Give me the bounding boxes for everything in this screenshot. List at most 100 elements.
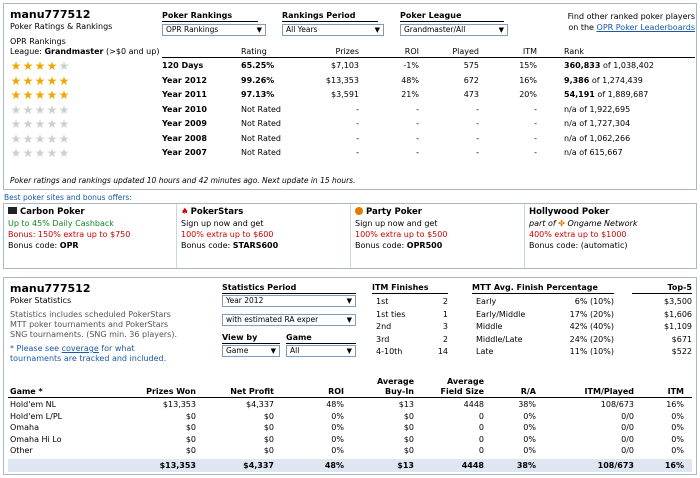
note-suffix: for what [98,344,135,353]
bonus-code-label: Bonus code: [529,241,581,250]
rank-roi: - [416,104,419,114]
section-title: OPR Rankings [10,37,66,46]
th-game[interactable]: Game * [10,387,43,396]
stat-roi: 0% [331,434,344,444]
rank-itm: - [534,133,537,143]
bonus-line1: Sign up now and get [355,219,438,228]
stat-field: 0 [478,423,484,432]
star-icon: ★ [46,59,58,73]
bonus-site-name: PokerStars [190,207,244,217]
star-icon: ★ [34,146,46,160]
star-icon: ★ [46,88,58,102]
itm-count: 1 [442,309,448,319]
stat-itm: 0% [671,446,684,455]
bonus-hollywood[interactable]: Hollywood Poker part of ✤ Ongame Network… [525,204,696,268]
star-rating: ★ ★ ★ ★ ★ [10,133,70,145]
chevron-down-icon: ▼ [346,347,352,355]
rank-rating: 65.25% [241,61,275,70]
rank-itm: - [534,104,537,114]
bonus-pokerstars[interactable]: ♠ PokerStars Sign up now and get 100% ext… [177,204,351,268]
rank-period: Year 2009 [162,119,207,128]
rank-played: - [476,119,479,128]
stat-net: $0 [263,434,274,444]
view-by-select[interactable]: Game ▼ [222,345,280,357]
rank-value: n/a of 615,667 [564,148,623,157]
star-icon: ★ [58,146,70,160]
game-value: All [290,346,300,355]
stat-buyin: $0 [403,434,414,444]
ra-experience-value: with estimated RA exper [226,315,319,324]
desc-line: SNG tournaments. (SNG min. 36 players). [10,330,178,339]
bonus-carbon[interactable]: Carbon Poker Up to 45% Daily Cashback Bo… [4,204,177,268]
coverage-note: * Please see coverage for what tournamen… [10,344,166,364]
bonus-line1: Up to 45% Daily Cashback [8,219,114,228]
rankings-period-select[interactable]: All Years ▼ [282,24,384,36]
stat-itm-played: 0/0 [621,446,634,455]
league-line: League: Grandmaster (>$0 and up) [10,47,159,56]
stat-game: Other [10,446,33,455]
rank-number: 9,386 [564,75,590,85]
star-icon: ★ [46,146,58,160]
rank-played: - [476,133,479,143]
stats-subtitle: Poker Statistics [10,296,72,305]
poker-rankings-select[interactable]: OPR Rankings ▼ [162,24,266,36]
bonus-line1: Sign up now and get [181,219,264,228]
th-roi: ROI [328,387,344,396]
rank-value: n/a of 1,922,695 [564,105,630,114]
mtt-percent: 11% (10%) [569,347,614,356]
total-roi: 48% [324,461,344,470]
view-by-value: Game [226,346,249,355]
username: manu777512 [10,8,91,21]
star-icon: ★ [34,59,46,73]
star-icon: ★ [22,146,34,160]
top5-prize: $1,606 [664,309,692,319]
rank-played: 575 [463,61,479,70]
statistics-period-select[interactable]: Year 2012 ▼ [222,295,356,307]
chevron-down-icon: ▼ [270,347,276,355]
bonus-partypoker[interactable]: Party Poker Sign up now and get 100% ext… [351,204,525,268]
col-played: Played [452,47,479,56]
bonus-code-label: Bonus code: [355,241,407,250]
desc-line: MTT poker tournaments and PokerStars [10,320,169,329]
statistics-period-label: Statistics Period [222,283,356,294]
rank-total: n/a of 1,062,266 [564,133,631,143]
poker-league-select[interactable]: Grandmaster/All ▼ [400,24,508,36]
opr-rankings-panel: manu777512 Poker Ratings & Rankings Poke… [3,3,697,190]
coverage-link[interactable]: coverage [61,344,99,353]
stats-username: manu777512 [10,282,91,295]
itm-count: 2 [442,297,448,306]
rank-total: of 1,038,402 [600,61,654,70]
game-select[interactable]: All ▼ [286,345,356,357]
rank-rating: Not Rated [241,119,281,128]
top5-prize: $671 [671,334,692,344]
star-rating: ★ ★ ★ ★ ★ [10,89,70,101]
game-label: Game [286,333,356,344]
bonus-code: OPR [59,241,79,250]
total-itm: 16% [664,461,684,470]
opr-leaderboards-link[interactable]: OPR Poker Leaderboards [596,23,695,32]
rank-prizes: - [356,148,359,157]
rank-rating: Not Rated [241,104,281,114]
star-icon: ★ [22,59,34,73]
rank-roi: - [416,133,419,143]
star-icon: ★ [58,102,70,117]
rank-itm: 15% [519,61,537,70]
bonus-line1-prefix: part of [529,219,559,228]
view-by-label: View by [222,333,280,344]
statistics-period-value: Year 2012 [226,296,264,305]
rank-prizes: $13,353 [325,75,359,85]
star-icon: ★ [46,131,58,146]
bonus-line2: 400% extra up to $1000 [529,230,627,239]
top5-prize: $3,500 [664,297,692,306]
partypoker-logo-icon [355,207,363,215]
stats-description: Statistics includes scheduled PokerStars… [10,310,177,340]
ra-experience-select[interactable]: with estimated RA exper ▼ [222,314,356,326]
rank-rating: Not Rated [241,148,281,157]
rank-itm: 20% [519,90,537,99]
rank-period: Year 2007 [162,148,207,157]
rank-played: 473 [463,90,479,99]
stat-game: Hold'em L/PL [10,411,63,421]
star-icon: ★ [22,131,34,146]
bonus-site-name: Party Poker [366,207,422,217]
find-on-text: on the [568,23,597,32]
